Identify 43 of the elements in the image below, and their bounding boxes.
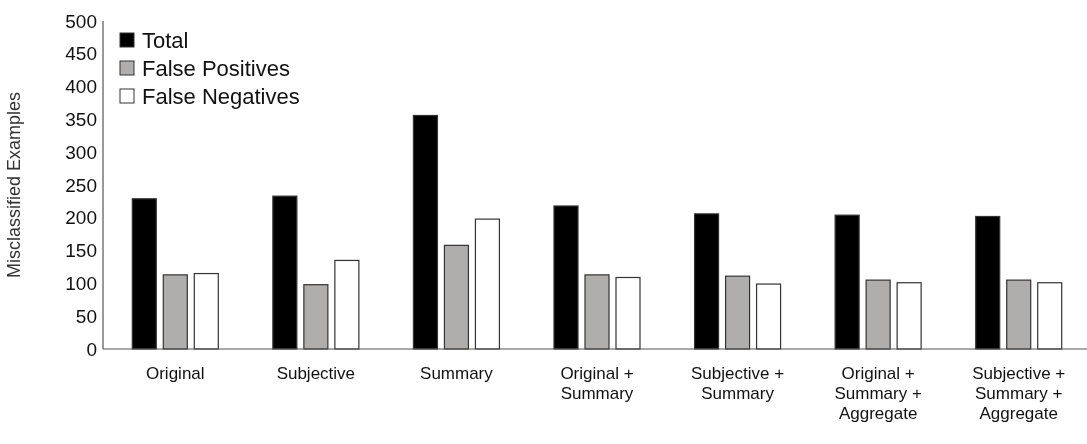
bar [334,259,360,350]
bar [615,276,641,350]
legend-label: False Positives [142,55,290,81]
bar [412,114,439,350]
bar [1006,279,1032,350]
y-tick-label: 150 [65,240,97,262]
bar [443,244,470,350]
bar [975,215,1001,350]
y-tick-label: 250 [65,174,97,196]
x-tick-label: Original + Summary + Aggregate [834,364,922,423]
y-tick-label: 350 [65,109,97,131]
legend-label: False Negatives [142,83,300,109]
y-axis-title: Misclassified Examples [4,91,24,279]
x-tick-label: Original + Summary [560,364,634,403]
bar [834,214,860,350]
x-tick-label: Subjective + Summary [691,364,785,403]
legend-label: Total [142,27,189,53]
y-tick-label: 100 [65,273,97,295]
x-tick-label: Subjective [276,364,356,383]
bar [584,274,610,350]
bar [1037,282,1063,350]
bar [865,279,891,350]
bar [272,195,298,350]
bar [553,205,579,350]
bar [131,198,157,350]
bar [303,284,329,350]
x-tick-label: Original [145,364,205,383]
x-tick-label: Summary [420,364,494,383]
bar [724,275,751,350]
bar [896,282,922,350]
bar [755,283,782,350]
bar [693,213,720,350]
y-tick-label: 0 [86,338,97,360]
y-tick-label: 300 [65,141,97,163]
y-tick-label: 500 [65,10,97,32]
x-tick-label: Subjective + Summary + Aggregate [972,364,1066,423]
bar [193,272,219,350]
bar [162,274,188,350]
y-tick-label: 200 [65,207,97,229]
y-tick-label: 450 [65,43,97,65]
y-tick-label: 50 [75,305,97,327]
bar [474,218,501,350]
y-tick-label: 400 [65,76,97,98]
